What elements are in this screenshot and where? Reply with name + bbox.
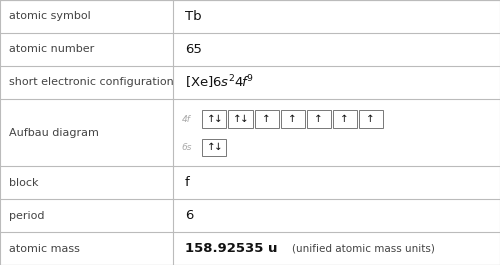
Text: $[\mathrm{Xe}]6s^{2}4\!\mathit{f}^{9}$: $[\mathrm{Xe}]6s^{2}4\!\mathit{f}^{9}$ <box>185 74 254 91</box>
Bar <box>202 139 226 156</box>
Text: 6: 6 <box>185 209 194 222</box>
Bar <box>202 111 226 128</box>
Bar <box>280 111 304 128</box>
Bar <box>358 111 382 128</box>
Text: ↑: ↑ <box>233 114 241 124</box>
Text: atomic mass: atomic mass <box>9 244 80 254</box>
Text: ↑: ↑ <box>288 114 297 124</box>
Text: ↓: ↓ <box>240 114 248 124</box>
Bar <box>254 111 278 128</box>
Text: ↑: ↑ <box>366 114 375 124</box>
Bar <box>332 111 356 128</box>
Text: 6s: 6s <box>182 143 192 152</box>
Text: 65: 65 <box>185 43 202 56</box>
Text: period: period <box>9 211 44 220</box>
Text: ↑: ↑ <box>314 114 323 124</box>
Text: atomic symbol: atomic symbol <box>9 11 91 21</box>
Text: short electronic configuration: short electronic configuration <box>9 77 174 87</box>
Text: atomic number: atomic number <box>9 45 94 54</box>
Text: block: block <box>9 178 38 188</box>
Text: Aufbau diagram: Aufbau diagram <box>9 127 99 138</box>
Text: ↓: ↓ <box>214 142 222 152</box>
Text: Tb: Tb <box>185 10 202 23</box>
Text: f: f <box>185 176 190 189</box>
Text: (unified atomic mass units): (unified atomic mass units) <box>292 244 436 254</box>
Text: ↓: ↓ <box>214 114 222 124</box>
Text: ↑: ↑ <box>207 114 216 124</box>
Text: 4f: 4f <box>182 114 190 123</box>
Text: ↑: ↑ <box>207 142 216 152</box>
Text: ↑: ↑ <box>262 114 271 124</box>
Bar <box>228 111 252 128</box>
Text: 158.92535 u: 158.92535 u <box>185 242 278 255</box>
Bar <box>306 111 330 128</box>
Text: ↑: ↑ <box>340 114 349 124</box>
